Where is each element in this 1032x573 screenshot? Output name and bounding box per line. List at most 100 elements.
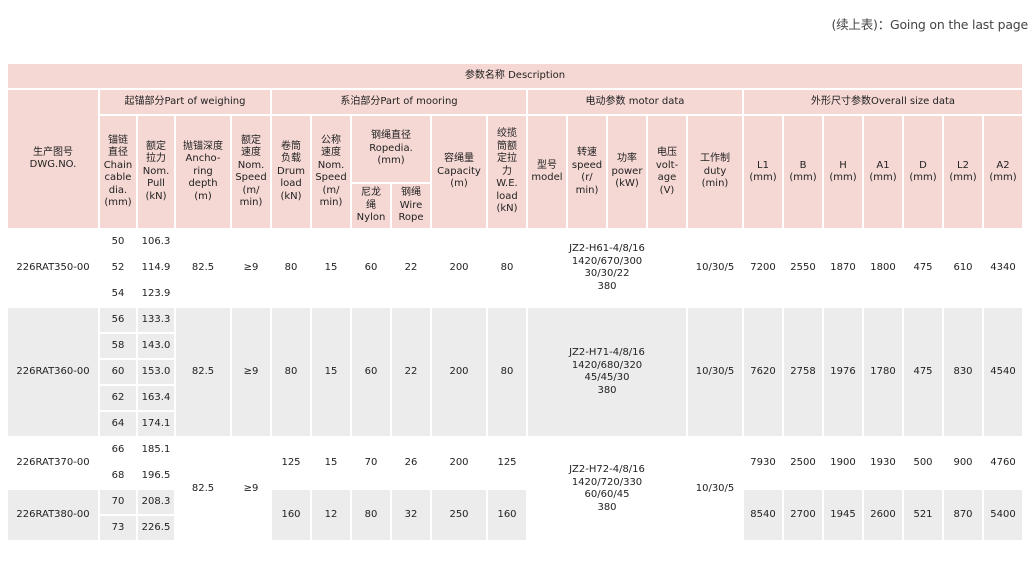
D-header: D (mm) bbox=[904, 116, 944, 230]
wire-rope-cell: 22 bbox=[392, 230, 432, 308]
description-header: 参数名称 Description bbox=[8, 64, 1024, 90]
A2-cell: 4340 bbox=[984, 230, 1024, 308]
A1-cell: 1930 bbox=[864, 438, 904, 490]
motor-data-cell: JZ2-H61-4/8/16 1420/670/300 30/30/22 380 bbox=[528, 230, 688, 308]
L2-cell: 900 bbox=[944, 438, 984, 490]
nom-pull-cell: 106.3 bbox=[138, 230, 176, 256]
L1-cell: 7620 bbox=[744, 308, 784, 438]
table-row: 62 163.4 bbox=[8, 386, 1024, 412]
B-cell: 2700 bbox=[784, 490, 824, 542]
A2-cell: 4760 bbox=[984, 438, 1024, 490]
motor-voltage-header: 电压 volt- age (V) bbox=[648, 116, 688, 230]
duty-cell: 10/30/5 bbox=[688, 308, 744, 438]
drum-load-cell: 80 bbox=[272, 308, 312, 438]
chain-dia-cell: 62 bbox=[100, 386, 138, 412]
nylon-cell: 70 bbox=[352, 438, 392, 490]
chain-dia-cell: 70 bbox=[100, 490, 138, 516]
H-header: H (mm) bbox=[824, 116, 864, 230]
motor-speed-header: 转速 speed (r/ min) bbox=[568, 116, 608, 230]
motor-power-header: 功率 power (kW) bbox=[608, 116, 648, 230]
dwg-no: 226RAT380-00 bbox=[8, 490, 100, 542]
mooring-speed-cell: 15 bbox=[312, 438, 352, 490]
nom-pull-cell: 174.1 bbox=[138, 412, 176, 438]
table-row: 54 123.9 bbox=[8, 282, 1024, 308]
speed-cell: ≥9 bbox=[232, 438, 272, 542]
wire-rope-cell: 32 bbox=[392, 490, 432, 542]
we-load-cell: 80 bbox=[488, 230, 528, 308]
H-cell: 1945 bbox=[824, 490, 864, 542]
we-load-header: 绞揽 筒额 定拉 力 W.E. load (kN) bbox=[488, 116, 528, 230]
winch-spec-table: 参数名称 Description 生产图号 DWG.NO. 起锚部分Part o… bbox=[8, 64, 1024, 542]
drum-load-header: 卷筒 负载 Drum load (kN) bbox=[272, 116, 312, 230]
B-header: B (mm) bbox=[784, 116, 824, 230]
table-row: 226RAT370-00 66 185.1 82.5 ≥9 125 15 70 … bbox=[8, 438, 1024, 542]
capacity-cell: 200 bbox=[432, 230, 488, 308]
H-cell: 1870 bbox=[824, 230, 864, 308]
L1-cell: 7930 bbox=[744, 438, 784, 490]
L2-cell: 610 bbox=[944, 230, 984, 308]
mooring-speed-cell: 12 bbox=[312, 490, 352, 542]
A1-cell: 1780 bbox=[864, 308, 904, 438]
A1-cell: 2600 bbox=[864, 490, 904, 542]
L2-cell: 870 bbox=[944, 490, 984, 542]
L1-cell: 8540 bbox=[744, 490, 784, 542]
table-row: 68 196.5 bbox=[8, 464, 1024, 490]
depth-cell: 82.5 bbox=[176, 308, 232, 438]
wire-rope-header: 钢绳 Wire Rope bbox=[392, 184, 432, 230]
size-group-header: 外形尺寸参数Overall size data bbox=[744, 90, 1024, 116]
table-row: 226RAT380-00 70 208.3 160 12 80 32 250 1… bbox=[8, 490, 1024, 542]
table-row: 60 153.0 bbox=[8, 360, 1024, 386]
table-row: 52 114.9 bbox=[8, 256, 1024, 282]
nom-pull-cell: 226.5 bbox=[138, 516, 176, 542]
D-cell: 500 bbox=[904, 438, 944, 490]
chain-dia-cell: 60 bbox=[100, 360, 138, 386]
D-cell: 475 bbox=[904, 230, 944, 308]
nom-pull-header: 额定 拉力 Nom. Pull (kN) bbox=[138, 116, 176, 230]
nylon-cell: 60 bbox=[352, 308, 392, 438]
B-cell: 2550 bbox=[784, 230, 824, 308]
duty-cell: 10/30/5 bbox=[688, 438, 744, 542]
nom-pull-cell: 185.1 bbox=[138, 438, 176, 464]
motor-data-cell: JZ2-H71-4/8/16 1420/680/320 45/45/30 380 bbox=[528, 308, 688, 438]
capacity-cell: 250 bbox=[432, 490, 488, 542]
speed-cell: ≥9 bbox=[232, 308, 272, 438]
we-load-cell: 80 bbox=[488, 308, 528, 438]
mooring-speed-header: 公称 速度 Nom. Speed (m/ min) bbox=[312, 116, 352, 230]
nom-pull-cell: 163.4 bbox=[138, 386, 176, 412]
L2-header: L2 (mm) bbox=[944, 116, 984, 230]
capacity-header: 容绳量 Capacity (m) bbox=[432, 116, 488, 230]
chain-dia-cell: 50 bbox=[100, 230, 138, 256]
we-load-cell: 125 bbox=[488, 438, 528, 490]
chain-dia-cell: 58 bbox=[100, 334, 138, 360]
D-cell: 521 bbox=[904, 490, 944, 542]
nom-pull-cell: 123.9 bbox=[138, 282, 176, 308]
drum-load-cell: 160 bbox=[272, 490, 312, 542]
chain-dia-cell: 73 bbox=[100, 516, 138, 542]
nom-pull-cell: 143.0 bbox=[138, 334, 176, 360]
anchoring-depth-header: 抛锚深度 Ancho- ring depth (m) bbox=[176, 116, 232, 230]
motor-model-header: 型号 model bbox=[528, 116, 568, 230]
depth-cell: 82.5 bbox=[176, 438, 232, 542]
wire-rope-cell: 26 bbox=[392, 438, 432, 490]
chain-dia-cell: 64 bbox=[100, 412, 138, 438]
L2-cell: 830 bbox=[944, 308, 984, 438]
capacity-cell: 200 bbox=[432, 438, 488, 490]
chain-dia-cell: 66 bbox=[100, 438, 138, 464]
drum-load-cell: 125 bbox=[272, 438, 312, 490]
table-row: 64 174.1 bbox=[8, 412, 1024, 438]
table-row: 73 226.5 bbox=[8, 516, 1024, 542]
chain-dia-header: 锚链 直径 Chain cable dia. (mm) bbox=[100, 116, 138, 230]
A1-cell: 1800 bbox=[864, 230, 904, 308]
dwg-header: 生产图号 DWG.NO. bbox=[8, 90, 100, 230]
mooring-speed-cell: 15 bbox=[312, 230, 352, 308]
nom-pull-cell: 196.5 bbox=[138, 464, 176, 490]
chain-dia-cell: 52 bbox=[100, 256, 138, 282]
wire-rope-cell: 22 bbox=[392, 308, 432, 438]
table-row: 226RAT360-00 56 133.3 82.5 ≥9 80 15 60 2… bbox=[8, 308, 1024, 438]
nom-pull-cell: 114.9 bbox=[138, 256, 176, 282]
mooring-speed-cell: 15 bbox=[312, 308, 352, 438]
chain-dia-cell: 54 bbox=[100, 282, 138, 308]
chain-dia-cell: 56 bbox=[100, 308, 138, 334]
nom-pull-cell: 133.3 bbox=[138, 308, 176, 334]
we-load-cell: 160 bbox=[488, 490, 528, 542]
